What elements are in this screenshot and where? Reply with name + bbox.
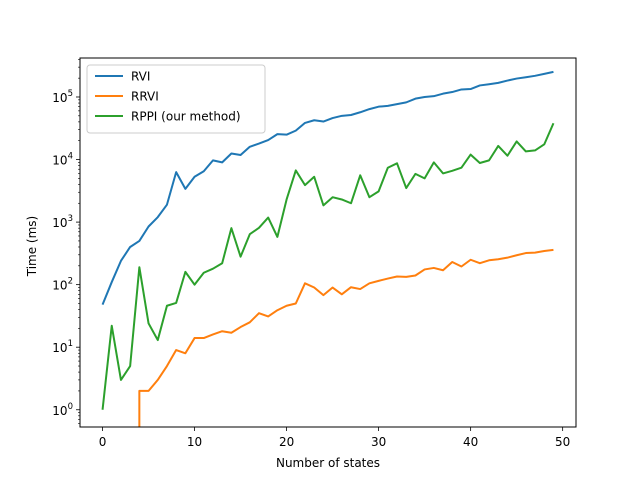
plot-area (101, 70, 555, 427)
legend-label-0: RVI (131, 70, 150, 84)
legend: RVI RRVI RPPI (our method) (86, 64, 266, 134)
series-line-0 (101, 70, 554, 305)
y-tick-label: 105 (52, 89, 73, 105)
x-tick-label: 50 (555, 435, 570, 449)
x-tick-label: 40 (463, 435, 478, 449)
series-line-1 (138, 248, 554, 427)
y-tick-label: 101 (52, 339, 73, 355)
legend-box (86, 64, 266, 134)
x-axis: 0 10 20 30 40 50 (99, 427, 570, 449)
x-tick-label: 10 (187, 435, 202, 449)
axes-border (79, 57, 577, 428)
y-tick-label: 100 (52, 402, 73, 418)
series-line-2 (101, 122, 555, 410)
x-tick-label: 20 (279, 435, 294, 449)
legend-label-1: RRVI (131, 90, 159, 104)
axes-frame (79, 57, 577, 428)
legend-label-2: RPPI (our method) (131, 110, 241, 124)
y-axis-label: Time (ms) (25, 216, 39, 278)
y-tick-label: 102 (52, 277, 73, 293)
y-tick-label: 104 (52, 152, 73, 168)
x-tick-label: 30 (371, 435, 386, 449)
x-tick-label: 0 (99, 435, 107, 449)
x-axis-label: Number of states (276, 456, 380, 470)
y-axis: 100 101 102 103 104 105 (52, 59, 80, 424)
y-tick-label: 103 (52, 214, 73, 230)
